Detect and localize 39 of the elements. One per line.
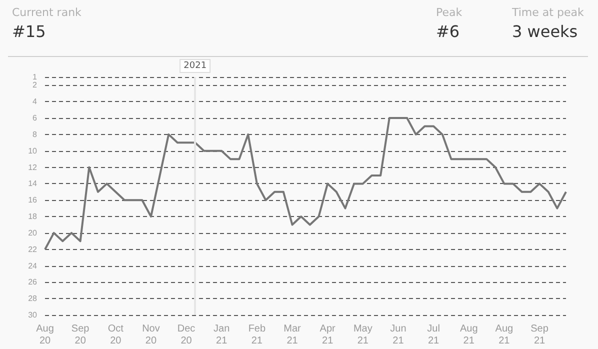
- x-tick-label: Dec 20: [177, 324, 196, 346]
- y-tick-label: 12: [28, 162, 38, 172]
- x-tick-label: Sep 21: [530, 324, 549, 346]
- y-tick-label: 26: [28, 278, 38, 287]
- y-tick-label: 6: [32, 114, 38, 123]
- y-tick-label: 8: [32, 130, 38, 139]
- x-tick-label: Jun 21: [390, 324, 406, 346]
- line-series: [44, 117, 567, 250]
- text: #15: [12, 22, 47, 41]
- x-tick-label: Jul 21: [427, 324, 440, 346]
- x-tick-label: Sep 20: [71, 324, 90, 346]
- y-tick-label: 16: [28, 196, 38, 205]
- x-tick-label: Apr 21: [320, 324, 336, 346]
- text: Time at peak: [512, 6, 584, 19]
- x-tick-label: Nov 20: [142, 324, 160, 346]
- x-tick-label: Aug 21: [495, 324, 514, 346]
- y-tick-label: 10: [28, 146, 38, 156]
- x-tick-label: Jan 21: [214, 324, 230, 346]
- x-tick-label: May 21: [353, 324, 372, 346]
- text: 3 weeks: [512, 22, 579, 41]
- text: Peak: [436, 6, 462, 19]
- y-tick-label: 18: [28, 212, 38, 222]
- y-tick-label: 24: [28, 261, 38, 270]
- x-tick-label: Feb 21: [248, 324, 266, 346]
- x-tick-label: Aug 20: [36, 324, 54, 346]
- y-tick-label: 2: [32, 80, 38, 90]
- y-tick-label: 14: [28, 179, 38, 188]
- y-tick-label: 1: [32, 72, 38, 82]
- y-tick-label: 30: [28, 310, 38, 320]
- y-tick-label: 28: [28, 294, 38, 304]
- text: 2021: [180, 59, 211, 73]
- y-tick-label: 22: [28, 244, 38, 254]
- x-tick-label: Mar 21: [284, 324, 302, 346]
- x-tick-label: Oct 20: [108, 324, 124, 346]
- x-tick-label: Aug 21: [460, 324, 478, 346]
- y-tick-label: 20: [28, 228, 38, 238]
- text: #6: [436, 22, 461, 41]
- text: Current rank: [12, 6, 82, 19]
- y-tick-label: 4: [32, 97, 38, 106]
